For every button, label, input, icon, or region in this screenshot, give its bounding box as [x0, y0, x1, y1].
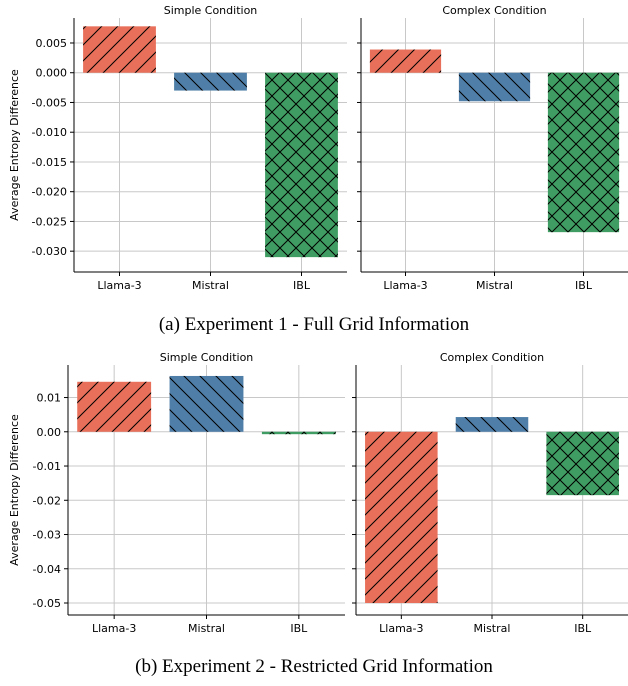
bar-hatch — [365, 431, 438, 604]
x-tick-label: Mistral — [192, 279, 229, 292]
x-tick-label: Llama-3 — [379, 622, 423, 635]
y-tick-label: -0.05 — [33, 597, 61, 610]
x-tick-label: Llama-3 — [92, 622, 136, 635]
bar-hatch — [77, 381, 152, 432]
y-tick-label: -0.03 — [33, 529, 61, 542]
y-tick-label: -0.030 — [32, 245, 67, 258]
bar-hatch — [369, 49, 442, 73]
x-tick-label: IBL — [293, 279, 311, 292]
y-tick-label: 0.005 — [36, 37, 68, 50]
panel-title: Complex Condition — [440, 351, 544, 364]
y-tick-label: -0.020 — [32, 186, 67, 199]
y-tick-label: -0.010 — [32, 126, 67, 139]
chart-panel-b-complex: Llama-3 Mistral IBL Complex Condition — [352, 351, 628, 635]
caption-a: (a) Experiment 1 - Full Grid Information — [158, 314, 470, 335]
x-tick-label: Llama-3 — [383, 279, 427, 292]
bar-hatch — [169, 375, 244, 432]
y-axis-label: Average Entropy Difference — [8, 414, 21, 566]
panel-title: Simple Condition — [164, 4, 258, 17]
x-tick-label: Llama-3 — [97, 279, 141, 292]
x-tick-label: Mistral — [188, 622, 225, 635]
bar-hatch — [265, 72, 338, 258]
y-tick-label: 0.00 — [37, 426, 62, 439]
bar-hatch — [174, 72, 247, 91]
x-tick-label: IBL — [574, 622, 592, 635]
y-tick-label: -0.02 — [33, 494, 61, 507]
y-tick-label: 0.01 — [37, 392, 62, 405]
x-tick-label: Mistral — [476, 279, 513, 292]
bar-hatch — [458, 72, 531, 102]
panel-title: Simple Condition — [160, 351, 254, 364]
bar-hatch — [261, 431, 336, 435]
x-tick-label: IBL — [575, 279, 593, 292]
y-tick-label: 0.000 — [36, 67, 68, 80]
chart-panel-a-complex: Llama-3 Mistral IBL Complex Condition — [357, 4, 628, 292]
y-tick-label: -0.04 — [33, 563, 61, 576]
panel-title: Complex Condition — [442, 4, 546, 17]
caption-b: (b) Experiment 2 - Restricted Grid Infor… — [135, 656, 493, 677]
y-tick-label: -0.025 — [32, 215, 67, 228]
bar-hatch — [455, 417, 529, 432]
bar-hatch — [83, 26, 156, 73]
bar-hatch — [546, 431, 619, 496]
x-tick-label: IBL — [290, 622, 308, 635]
chart-panel-b-simple: 0.01 0.00 -0.01 -0.02 -0.03 -0.04 -0.05 Llama-3… — [8, 351, 345, 635]
bar-hatch — [547, 72, 620, 233]
y-tick-label: -0.015 — [32, 156, 67, 169]
y-tick-label: -0.005 — [32, 96, 67, 109]
x-tick-label: Mistral — [474, 622, 511, 635]
y-axis-label: Average Entropy Difference — [8, 69, 21, 221]
y-tick-label: -0.01 — [33, 460, 61, 473]
chart-panel-a-simple: 0.005 0.000 -0.005 -0.010 -0.015 -0.020 -0.025… — [8, 4, 347, 292]
